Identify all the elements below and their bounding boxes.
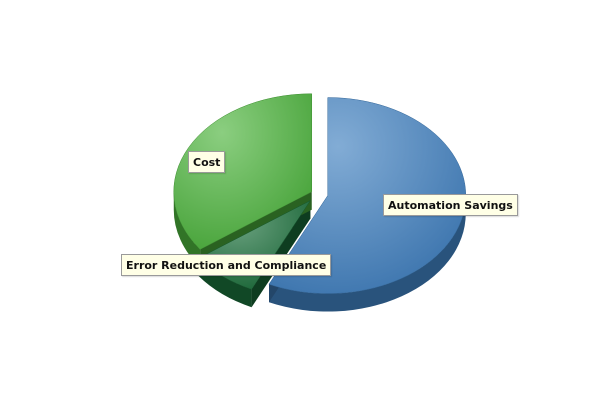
slice-label-error-reduction: Error Reduction and Compliance [121,254,332,276]
slice-side-0 [269,195,466,312]
slice-label-automation-savings: Automation Savings [383,194,518,216]
slice-cost [173,93,313,250]
slice-side-2 [173,191,201,268]
slice-wall-1-0 [251,200,311,308]
slice-automation-savings [268,97,466,294]
slice-label-cost: Cost [188,151,226,173]
